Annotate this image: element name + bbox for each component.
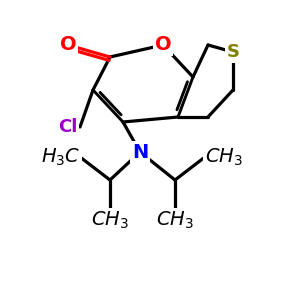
Text: $CH_3$: $CH_3$: [91, 210, 129, 231]
Text: Cl: Cl: [58, 118, 78, 136]
Text: $CH_3$: $CH_3$: [156, 210, 194, 231]
Text: O: O: [155, 35, 171, 55]
Text: N: N: [132, 142, 148, 161]
Text: $CH_3$: $CH_3$: [205, 146, 243, 168]
Text: H: H: [62, 148, 78, 166]
Text: H: H: [62, 148, 78, 166]
Text: $H_3C$: $H_3C$: [40, 146, 80, 168]
Text: S: S: [226, 43, 239, 61]
Text: O: O: [60, 35, 76, 55]
